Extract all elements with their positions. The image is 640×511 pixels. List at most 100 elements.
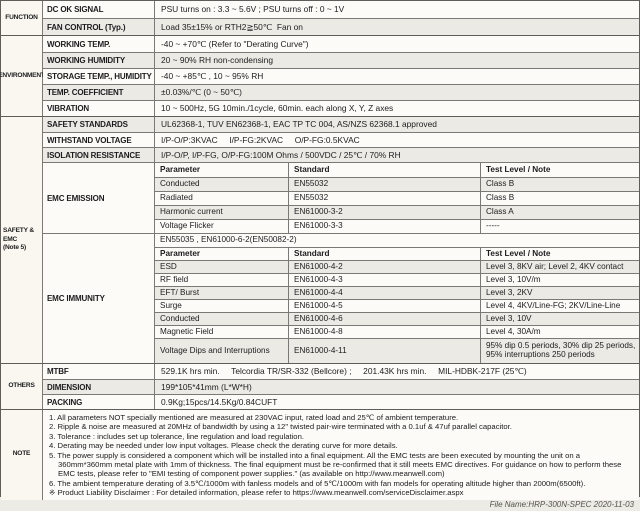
- parameter-cell: Harmonic current: [155, 206, 289, 219]
- parameter-cell: RF field: [155, 274, 289, 286]
- spec-value: 529.1K hrs min. Telcordia TR/SR-332 (Bel…: [161, 366, 527, 377]
- spec-label: WORKING TEMP.: [43, 36, 155, 52]
- spec-label: TEMP. COEFFICIENT: [43, 85, 155, 100]
- spec-value: UL62368-1, TUV EN62368-1, EAC TP TC 004,…: [161, 119, 437, 130]
- spec-label: FAN CONTROL (Typ.): [43, 19, 155, 35]
- parameter-cell: Voltage Flicker: [155, 220, 289, 233]
- spec-value: I/P-O/P:3KVAC I/P-FG:2KVAC O/P-FG:0.5KVA…: [161, 134, 360, 145]
- subtable-row: Conducted EN61000-4-6 Level 3, 10V: [155, 312, 639, 325]
- spec-label: MTBF: [43, 364, 155, 379]
- section-label-safety-emc: SAFETY & EMC (Note 5): [1, 117, 43, 363]
- spec-label: WITHSTAND VOLTAGE: [43, 133, 155, 147]
- parameter-cell: Conducted: [155, 178, 289, 191]
- compliance-standards: EN55035 , EN61000-6-2(EN50082-2): [160, 235, 297, 245]
- parameter-cell: Voltage Dips and Interruptions: [155, 339, 289, 363]
- section-label-note-ref: (Note 5): [3, 244, 26, 252]
- spec-label: SAFETY STANDARDS: [43, 117, 155, 132]
- spec-row: WORKING HUMIDITY 20 ~ 90% RH non-condens…: [43, 52, 639, 68]
- subtable-row: Surge EN61000-4-5 Level 4, 4KV/Line-FG; …: [155, 299, 639, 312]
- spec-label: WORKING HUMIDITY: [43, 53, 155, 68]
- note-item: 3. Tolerance : includes set up tolerance…: [49, 431, 304, 441]
- spec-row: STORAGE TEMP., HUMIDITY -40 ~ +85℃ , 10 …: [43, 68, 639, 84]
- section-function: FUNCTION DC OK SIGNAL PSU turns on : 3.3…: [1, 1, 639, 35]
- subtable-row: Radiated EN55032 Class B: [155, 191, 639, 205]
- subtable-header-cell: Parameter: [155, 248, 289, 260]
- test-level-cell: Level 4, 4KV/Line-FG; 2KV/Line-Line: [486, 300, 621, 310]
- parameter-cell: ESD: [155, 261, 289, 273]
- section-label-text: SAFETY &: [3, 226, 34, 234]
- section-label-text: FUNCTION: [5, 13, 38, 21]
- note-body: 1. All parameters NOT specially mentione…: [43, 410, 639, 500]
- section-label-function: FUNCTION: [1, 1, 43, 35]
- subtable-header-cell: Standard: [289, 248, 481, 260]
- subtable-row: Magnetic Field EN61000-4-8 Level 4, 30A/…: [155, 325, 639, 338]
- spec-table: FUNCTION DC OK SIGNAL PSU turns on : 3.3…: [0, 0, 640, 500]
- standard-cell: EN61000-4-5: [289, 300, 481, 312]
- subtable-row: RF field EN61000-4-3 Level 3, 10V/m: [155, 273, 639, 286]
- spec-label: VIBRATION: [43, 101, 155, 116]
- test-level-cell: 95% dip 0.5 periods, 30% dip 25 periods,…: [486, 341, 638, 359]
- subtable-header-cell: Test Level / Note: [486, 164, 551, 174]
- parameter-cell: Magnetic Field: [155, 326, 289, 338]
- spec-row: SAFETY STANDARDS UL62368-1, TUV EN62368-…: [43, 117, 639, 132]
- standard-cell: EN61000-4-4: [289, 287, 481, 299]
- section-label-text: ENVIRONMENT: [0, 71, 45, 79]
- parameter-cell: Conducted: [155, 313, 289, 325]
- test-level-cell: Level 3, 10V: [486, 313, 532, 323]
- subtable-row: EFT/ Burst EN61000-4-4 Level 3, 2KV: [155, 286, 639, 299]
- spec-label: PACKING: [43, 395, 155, 409]
- emc-immunity-table: EN55035 , EN61000-6-2(EN50082-2) Paramet…: [155, 234, 639, 363]
- spec-row: DIMENSION 199*105*41mm (L*W*H): [43, 379, 639, 394]
- test-level-cell: -----: [486, 221, 500, 231]
- spec-row: WORKING TEMP. -40 ~ +70℃ (Refer to "Dera…: [43, 36, 639, 52]
- standard-cell: EN61000-4-3: [289, 274, 481, 286]
- parameter-cell: Surge: [155, 300, 289, 312]
- spec-row: MTBF 529.1K hrs min. Telcordia TR/SR-332…: [43, 364, 639, 379]
- spec-value: PSU turns on : 3.3 ~ 5.6V ; PSU turns of…: [161, 4, 345, 15]
- section-label-others: OTHERS: [1, 364, 43, 409]
- section-others: OTHERS MTBF 529.1K hrs min. Telcordia TR…: [1, 363, 639, 409]
- spec-row: ISOLATION RESISTANCE I/P-O/P, I/P-FG, O/…: [43, 147, 639, 162]
- standard-cell: EN61000-3-2: [289, 206, 481, 219]
- spec-value: -40 ~ +70℃ (Refer to "Derating Curve"): [161, 38, 309, 49]
- spec-label: STORAGE TEMP., HUMIDITY: [43, 69, 155, 84]
- spec-row: PACKING 0.9Kg;15pcs/14.5Kg/0.84CUFT: [43, 394, 639, 409]
- subtable-row: Conducted EN55032 Class B: [155, 177, 639, 191]
- subtable-header-cell: Test Level / Note: [486, 248, 551, 258]
- note-item: 1. All parameters NOT specially mentione…: [49, 413, 459, 422]
- section-label-note: NOTE: [1, 410, 43, 500]
- standard-cell: EN61000-4-6: [289, 313, 481, 325]
- emc-emission-block: EMC EMISSION Parameter Standard Test Lev…: [43, 162, 639, 233]
- spec-row: DC OK SIGNAL PSU turns on : 3.3 ~ 5.6V ;…: [43, 1, 639, 18]
- spec-label: DIMENSION: [43, 380, 155, 394]
- standard-cell: EN55032: [289, 192, 481, 205]
- compliance-row: EN55035 , EN61000-6-2(EN50082-2): [155, 234, 639, 247]
- emc-emission-table: Parameter Standard Test Level / Note Con…: [155, 163, 639, 233]
- test-level-cell: Class A: [486, 207, 514, 217]
- subtable-header-row: Parameter Standard Test Level / Note: [155, 163, 639, 177]
- section-label-text: OTHERS: [8, 382, 35, 390]
- section-label-text: NOTE: [12, 450, 31, 458]
- note-item: 5. The power supply is considered a comp…: [49, 450, 622, 479]
- subtable-row: Voltage Dips and Interruptions EN61000-4…: [155, 338, 639, 363]
- section-environment: ENVIRONMENT WORKING TEMP. -40 ~ +70℃ (Re…: [0, 35, 639, 116]
- subtable-row: Voltage Flicker EN61000-3-3 -----: [155, 219, 639, 233]
- subtable-header-row: Parameter Standard Test Level / Note: [155, 247, 639, 260]
- spec-value: 10 ~ 500Hz, 5G 10min./1cycle, 60min. eac…: [161, 103, 394, 114]
- note-item: ※ Product Liability Disclaimer : For det…: [49, 488, 464, 498]
- standard-cell: EN61000-4-8: [289, 326, 481, 338]
- file-name-text: File Name:HRP-300N-SPEC 2020-11-03: [489, 499, 634, 509]
- test-level-cell: Level 3, 10V/m: [486, 274, 541, 284]
- standard-cell: EN61000-4-2: [289, 261, 481, 273]
- standard-cell: EN61000-3-3: [289, 220, 481, 233]
- spec-value: ±0.03%/℃ (0 ~ 50℃): [161, 87, 242, 98]
- emc-immunity-label: EMC IMMUNITY: [43, 234, 155, 363]
- spec-value: -40 ~ +85℃ , 10 ~ 95% RH: [161, 71, 264, 82]
- test-level-cell: Level 3, 8KV air; Level 2, 4KV contact: [486, 261, 624, 271]
- spec-value: 199*105*41mm (L*W*H): [161, 381, 252, 392]
- spec-value: Load 35±15% or RTH2≧50℃ Fan on: [161, 21, 303, 32]
- subtable-header-cell: Standard: [289, 163, 481, 177]
- note-item: 4. Derating may be needed under low inpu…: [49, 441, 398, 451]
- spec-value: 0.9Kg;15pcs/14.5Kg/0.84CUFT: [161, 396, 278, 407]
